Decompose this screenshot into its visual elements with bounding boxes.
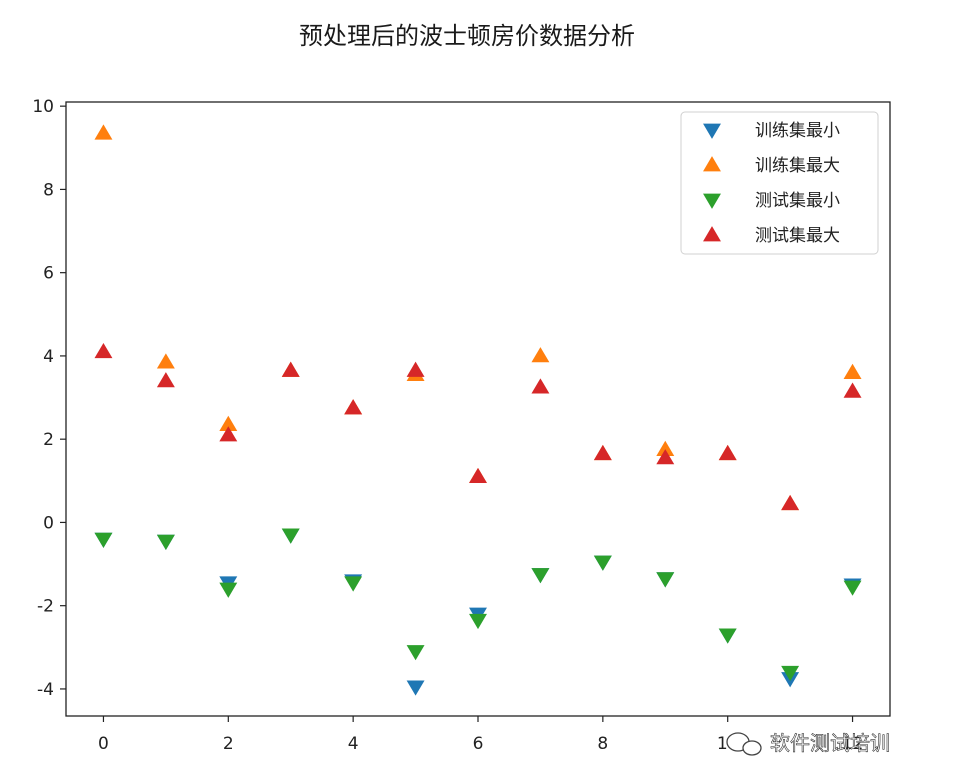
x-tick-label: 12 <box>842 734 864 754</box>
point-series-2 <box>781 665 800 682</box>
point-series-3 <box>531 378 550 394</box>
x-tick-label: 0 <box>98 734 109 754</box>
y-tick-label: 2 <box>43 430 54 450</box>
y-tick-label: -4 <box>37 680 54 700</box>
point-series-3 <box>469 467 487 484</box>
point-series-3 <box>94 342 113 359</box>
point-series-2 <box>531 568 550 584</box>
x-tick-label: 2 <box>223 734 234 754</box>
y-tick-label: 6 <box>43 264 54 284</box>
legend-marker <box>703 123 721 139</box>
legend-marker <box>703 193 721 209</box>
point-series-2 <box>156 534 175 550</box>
point-series-2 <box>281 528 300 544</box>
chart-title: 预处理后的波士顿房价数据分析 <box>299 22 635 50</box>
x-tick-label: 4 <box>348 734 359 754</box>
point-series-2 <box>94 532 113 548</box>
point-series-1 <box>656 440 675 456</box>
watermark-text: 软件测试培训 <box>770 731 890 755</box>
legend-label: 测试集最小 <box>755 191 840 211</box>
x-tick-label: 6 <box>473 734 484 754</box>
point-series-1 <box>156 353 175 369</box>
point-series-2 <box>344 576 363 592</box>
legend-label: 测试集最大 <box>755 226 840 246</box>
data-points <box>94 124 862 696</box>
wechat-icon <box>726 732 762 756</box>
point-series-1 <box>94 124 113 140</box>
point-series-3 <box>843 382 862 398</box>
point-series-2 <box>843 580 862 596</box>
y-axis: -4 -2 0 2 4 6 8 10 <box>32 97 66 700</box>
point-series-2 <box>656 572 675 588</box>
y-tick-label: 0 <box>43 513 54 533</box>
y-tick-label: 8 <box>43 180 54 200</box>
watermark: 软件测试培训 <box>726 731 890 756</box>
point-series-3 <box>344 399 363 415</box>
legend-marker <box>703 156 721 172</box>
y-tick-label: -2 <box>37 597 54 617</box>
point-series-2 <box>219 582 238 598</box>
point-series-3 <box>718 444 737 461</box>
point-series-0 <box>406 680 425 696</box>
point-series-3 <box>781 494 800 511</box>
legend-marker <box>703 226 721 242</box>
y-tick-label: 10 <box>32 97 54 117</box>
point-series-3 <box>656 449 675 465</box>
x-tick-label: 8 <box>597 734 608 754</box>
point-series-2 <box>406 645 425 661</box>
point-series-1 <box>843 363 862 379</box>
point-series-3 <box>219 426 238 442</box>
y-tick-label: 4 <box>43 347 54 367</box>
point-series-1 <box>531 347 550 363</box>
point-series-1 <box>219 415 238 431</box>
point-series-2 <box>593 555 612 571</box>
point-series-3 <box>281 361 300 377</box>
point-series-2 <box>469 613 487 630</box>
point-series-3 <box>593 444 612 461</box>
point-series-3 <box>156 372 175 388</box>
point-series-3 <box>406 361 425 377</box>
point-series-2 <box>718 628 737 644</box>
legend-label: 训练集最小 <box>755 121 840 141</box>
legend-box <box>680 111 879 255</box>
legend-label: 训练集最大 <box>755 156 840 176</box>
